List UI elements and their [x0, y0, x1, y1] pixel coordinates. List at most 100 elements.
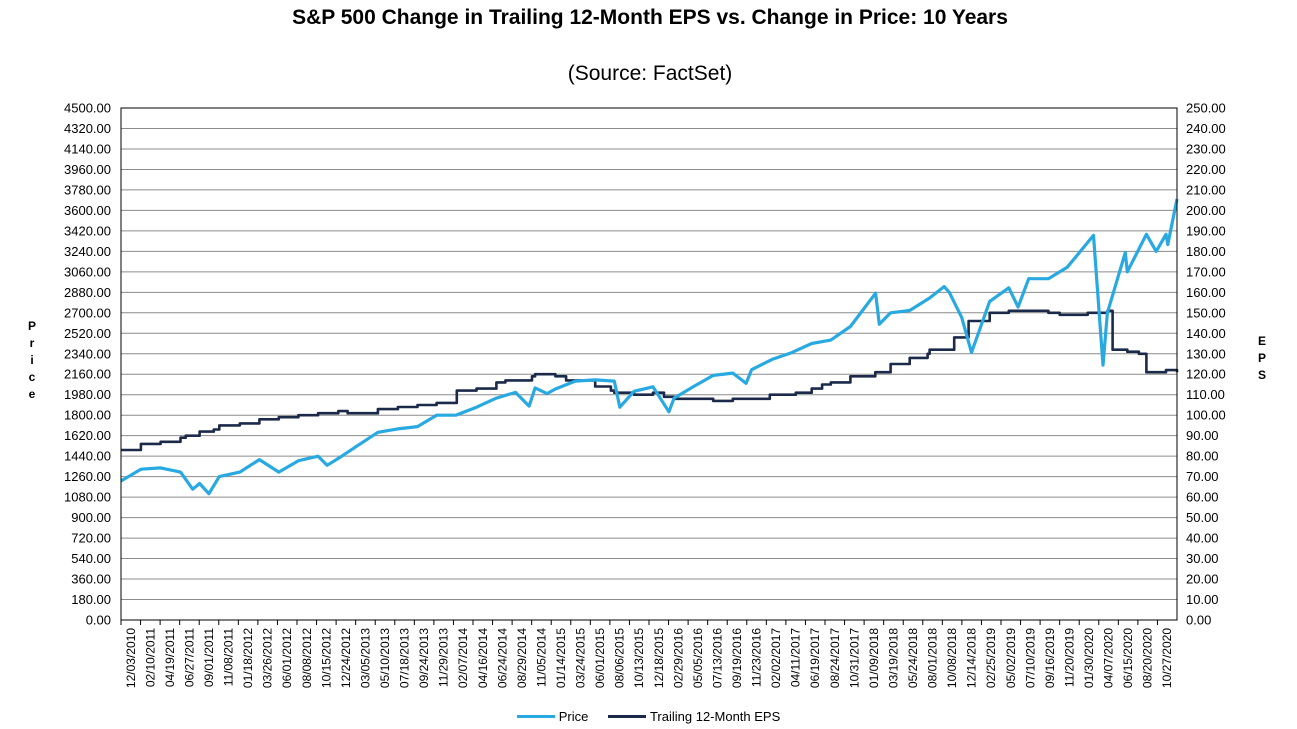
- eps-point-39: [692, 398, 694, 400]
- eps-point-12: [297, 414, 299, 416]
- x-tick-47: 09/16/2019: [1043, 628, 1057, 688]
- x-tick-48: 11/20/2019: [1062, 628, 1076, 687]
- x-tick-53: 10/27/2020: [1160, 628, 1174, 688]
- x-tick-2: 04/19/2011: [163, 628, 177, 687]
- price-point-21: [475, 406, 477, 408]
- eps-point-10: [258, 418, 260, 420]
- eps-point-8: [218, 424, 220, 426]
- x-tick-31: 09/19/2016: [730, 628, 744, 688]
- eps-point-42: [750, 398, 752, 400]
- eps-point-2: [140, 443, 142, 445]
- y-tick-left-21: 3780.00: [64, 182, 111, 197]
- x-tick-12: 03/05/2013: [358, 628, 372, 688]
- x-tick-19: 06/24/2014: [495, 628, 509, 688]
- eps-point-30: [565, 379, 567, 381]
- x-tick-44: 02/25/2019: [984, 628, 998, 688]
- eps-point-4: [179, 437, 181, 439]
- y-tick-right-14: 140.00: [1186, 326, 1226, 341]
- x-tick-14: 07/18/2013: [398, 628, 412, 688]
- x-tick-42: 10/08/2018: [945, 628, 959, 688]
- y-tick-left-10: 1800.00: [64, 408, 111, 423]
- x-tick-18: 04/16/2014: [476, 628, 490, 688]
- price-point-9: [258, 458, 260, 460]
- price-point-51: [943, 285, 945, 287]
- price-point-12: [317, 455, 319, 457]
- eps-point-46: [811, 387, 813, 389]
- y-tick-left-14: 2520.00: [64, 326, 111, 341]
- price-point-7: [218, 475, 220, 477]
- price-point-13: [326, 464, 328, 466]
- x-tick-16: 11/29/2013: [437, 628, 451, 687]
- y-axis-label-right-char-1: P: [1257, 351, 1266, 365]
- x-tick-51: 06/15/2020: [1121, 628, 1135, 688]
- chart-title: S&P 500 Change in Trailing 12-Month EPS …: [292, 6, 1008, 29]
- x-tick-9: 08/08/2012: [300, 628, 314, 688]
- x-tick-28: 02/29/2016: [671, 628, 685, 688]
- price-point-17: [397, 428, 399, 430]
- eps-point-5: [185, 434, 187, 436]
- x-tick-39: 03/19/2018: [886, 628, 900, 688]
- y-tick-right-9: 90.00: [1186, 428, 1219, 443]
- eps-point-11: [278, 416, 280, 418]
- price-point-57: [1017, 306, 1019, 308]
- eps-point-21: [452, 402, 454, 404]
- eps-point-6: [198, 430, 200, 432]
- legend-label-price: Price: [558, 709, 589, 724]
- eps-point-54: [928, 348, 930, 350]
- eps-point-24: [495, 381, 497, 383]
- y-axis-label-left-char-3: c: [28, 370, 36, 384]
- eps-point-69: [1138, 353, 1140, 355]
- price-point-40: [750, 368, 752, 370]
- eps-point-18: [397, 406, 399, 408]
- x-tick-15: 09/24/2013: [417, 628, 431, 688]
- x-tick-35: 06/19/2017: [808, 628, 822, 688]
- y-tick-right-10: 100.00: [1186, 408, 1226, 423]
- price-series-line: [120, 198, 1179, 496]
- eps-point-60: [1028, 310, 1030, 312]
- price-point-66: [1145, 233, 1147, 235]
- eps-point-32: [594, 385, 596, 387]
- price-point-59: [1047, 277, 1049, 279]
- eps-point-55: [953, 336, 955, 338]
- y-axis-label-left-char-1: r: [29, 336, 35, 350]
- y-tick-left-3: 540.00: [71, 551, 111, 566]
- x-tick-8: 06/01/2012: [280, 628, 294, 688]
- y-tick-right-11: 110.00: [1186, 387, 1225, 402]
- eps-point-23: [475, 387, 477, 389]
- eps-point-27: [531, 375, 533, 377]
- x-tick-29: 05/05/2016: [691, 628, 705, 688]
- eps-point-43: [769, 394, 771, 396]
- legend-swatch-eps: [607, 715, 646, 718]
- x-tick-7: 03/26/2012: [261, 628, 275, 688]
- y-tick-left-7: 1260.00: [64, 469, 111, 484]
- price-point-39: [745, 382, 747, 384]
- price-point-15: [358, 444, 360, 446]
- x-tick-0: 12/03/2010: [124, 628, 138, 688]
- eps-point-56: [967, 320, 969, 322]
- eps-point-72: [1167, 369, 1169, 371]
- y-tick-left-15: 2700.00: [64, 305, 111, 320]
- y-tick-left-16: 2880.00: [64, 285, 111, 300]
- eps-point-51: [889, 363, 891, 365]
- y-axis-label-right-char-0: E: [1257, 334, 1266, 348]
- legend-item-price: Price: [516, 709, 589, 724]
- y-tick-right-20: 200.00: [1186, 203, 1226, 218]
- y-tick-right-2: 20.00: [1186, 572, 1219, 587]
- x-tick-5: 11/08/2011: [222, 628, 236, 687]
- y-tick-left-2: 360.00: [71, 572, 111, 587]
- price-point-23: [514, 391, 516, 393]
- price-point-52: [948, 291, 950, 293]
- eps-point-53: [926, 353, 928, 355]
- y-tick-left-11: 1980.00: [64, 387, 111, 402]
- price-point-43: [811, 342, 813, 344]
- eps-point-9: [239, 422, 241, 424]
- x-tick-45: 05/02/2019: [1004, 628, 1018, 688]
- x-tick-27: 12/18/2015: [652, 628, 666, 688]
- eps-point-17: [377, 408, 379, 410]
- price-point-64: [1124, 251, 1126, 253]
- price-point-4: [191, 488, 193, 490]
- y-tick-right-12: 120.00: [1186, 367, 1226, 382]
- gridlines: [121, 107, 1177, 621]
- series-lines: [120, 198, 1179, 496]
- price-point-41: [771, 358, 773, 360]
